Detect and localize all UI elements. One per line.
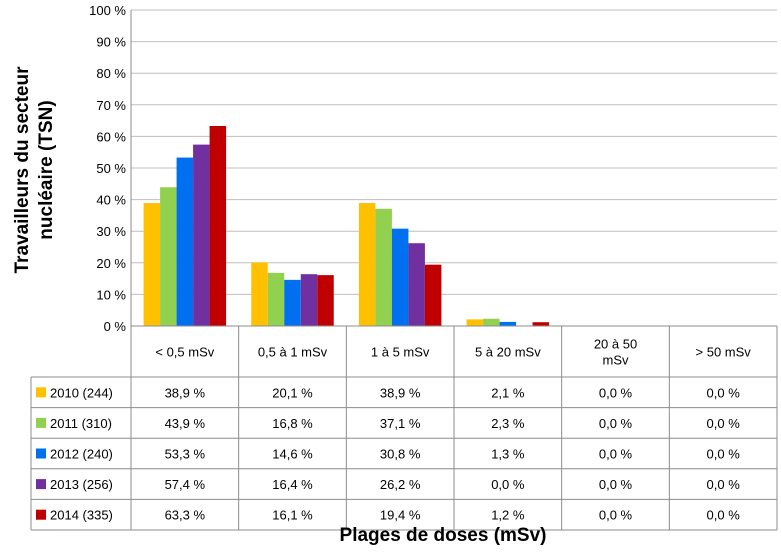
data-label: 38,9 % <box>380 385 421 400</box>
legend-label: 2012 (240) <box>50 447 113 462</box>
legend-label: 2011 (310) <box>50 416 112 431</box>
legend-swatch <box>36 448 46 459</box>
bar <box>408 243 425 326</box>
y-tick-label: 30 % <box>96 224 126 239</box>
data-label: 0,0 % <box>707 416 741 431</box>
data-label: 43,9 % <box>165 416 206 431</box>
data-label: 38,9 % <box>165 385 206 400</box>
y-tick-label: 90 % <box>96 35 126 50</box>
y-tick-label: 70 % <box>96 98 126 113</box>
bar <box>300 274 318 326</box>
y-tick-label: 80 % <box>96 66 126 81</box>
bar <box>209 125 227 326</box>
data-label: 0,0 % <box>599 477 633 492</box>
data-label: 20,1 % <box>272 385 313 400</box>
bar <box>466 319 484 326</box>
data-label: 0,0 % <box>599 385 633 400</box>
y-tick-label: 100 % <box>89 3 126 18</box>
bar <box>499 321 517 326</box>
bar <box>143 203 161 326</box>
bar <box>358 203 376 326</box>
legend-swatch <box>36 417 46 428</box>
data-label: 30,8 % <box>380 447 421 462</box>
data-label: 0,0 % <box>599 447 633 462</box>
bar <box>251 262 268 326</box>
bars <box>143 125 550 326</box>
bar <box>532 322 550 326</box>
y-tick-label: 60 % <box>96 129 126 144</box>
bar <box>391 228 409 326</box>
y-tick-label: 10 % <box>96 287 126 302</box>
y-tick-label: 0 % <box>104 319 127 334</box>
bar <box>317 275 334 326</box>
bar <box>193 144 210 326</box>
y-axis-title-line: Travailleurs du secteur <box>12 66 33 274</box>
x-axis-title: Plages de doses (mSv) <box>340 525 547 546</box>
y-axis-ticks: 0 % 10 % 20 % 30 % 40 % 50 % 60 % 70 % 80 % 90 % 1… <box>89 3 126 334</box>
bar <box>483 318 500 326</box>
data-label: 63,3 % <box>165 508 206 523</box>
legend-label: 2013 (256) <box>50 477 113 492</box>
x-tick-label: 1 à 5 mSv <box>371 345 430 360</box>
bar <box>267 272 285 326</box>
y-axis-title-line: nucléaire (TSN) <box>36 100 57 239</box>
y-tick-label: 40 % <box>96 193 126 208</box>
bar <box>176 157 194 326</box>
legend-swatch <box>36 387 46 398</box>
data-label: 19,4 % <box>380 508 421 523</box>
data-label: 37,1 % <box>380 416 421 431</box>
data-label: 2,3 % <box>491 416 525 431</box>
y-tick-label: 50 % <box>96 161 126 176</box>
data-label: 0,0 % <box>491 477 525 492</box>
data-label: 0,0 % <box>599 416 633 431</box>
data-label: 53,3 % <box>165 447 206 462</box>
data-label: 0,0 % <box>707 385 741 400</box>
data-label: 1,2 % <box>491 508 525 523</box>
data-label: 1,3 % <box>491 447 525 462</box>
data-label: 16,1 % <box>272 508 313 523</box>
bar <box>375 208 392 326</box>
legend-label: 2014 (335) <box>50 508 113 523</box>
bar <box>424 264 442 326</box>
data-label: 57,4 % <box>165 477 206 492</box>
data-label: 14,6 % <box>272 447 313 462</box>
legend-swatch <box>36 509 46 520</box>
x-tick-label: 20 à 50 <box>594 337 637 352</box>
x-tick-label: < 0,5 mSv <box>155 345 214 360</box>
bar <box>284 279 301 326</box>
data-label: 0,0 % <box>707 477 741 492</box>
data-label: 16,4 % <box>272 477 313 492</box>
legend-label: 2010 (244) <box>50 385 113 400</box>
data-label: 0,0 % <box>599 508 633 523</box>
y-tick-label: 20 % <box>96 256 126 271</box>
data-table: < 0,5 mSv 0,5 à 1 mSv 1 à 5 mSv 5 à 20 mSv 2… <box>30 325 778 531</box>
x-tick-label: 5 à 20 mSv <box>475 345 541 360</box>
x-tick-label: 0,5 à 1 mSv <box>258 345 328 360</box>
bar <box>160 187 177 326</box>
y-axis-title: Travailleurs du secteur nucléaire (TSN) <box>12 66 57 274</box>
x-tick-label: > 50 mSv <box>696 345 752 360</box>
data-label: 26,2 % <box>380 477 421 492</box>
data-label: 0,0 % <box>707 508 741 523</box>
data-label: 0,0 % <box>707 447 741 462</box>
gridlines <box>130 9 777 327</box>
data-label: 2,1 % <box>491 385 525 400</box>
data-label: 16,8 % <box>272 416 313 431</box>
legend-swatch <box>36 479 46 490</box>
x-tick-label: mSv <box>603 353 630 368</box>
